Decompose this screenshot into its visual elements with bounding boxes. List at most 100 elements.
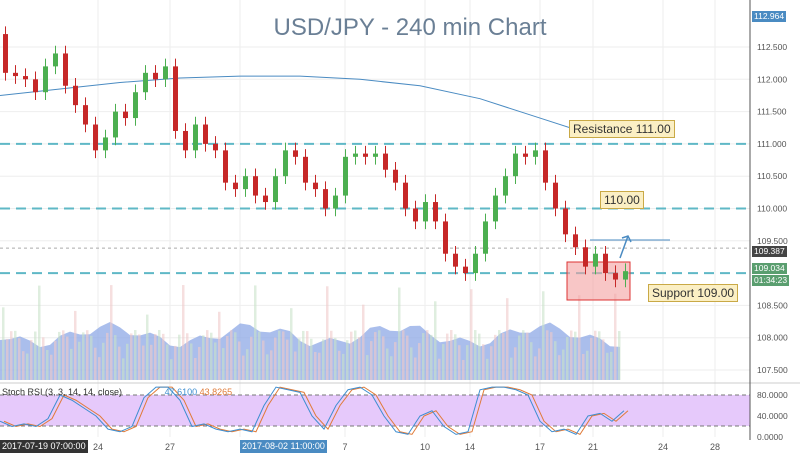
volume-bar [490, 346, 493, 380]
volume-bar [446, 333, 449, 380]
candle [363, 153, 368, 157]
volume-bar [50, 354, 53, 380]
volume-bar [198, 346, 201, 380]
volume-bar [202, 335, 205, 380]
volume-bar [290, 308, 293, 380]
indicator-legend[interactable]: Stoch RSI (3, 3, 14, 14, close) 47.6100 … [2, 387, 232, 397]
volume-bar [170, 359, 173, 380]
candle [173, 66, 178, 131]
volume-bar [250, 336, 253, 380]
candle [23, 76, 28, 80]
moving-average-line [0, 75, 601, 138]
candle [453, 253, 458, 267]
volume-bar [114, 335, 117, 380]
volume-bar [478, 333, 481, 380]
candle [493, 195, 498, 222]
candle [383, 153, 388, 170]
volume-bar [386, 348, 389, 380]
volume-bar [110, 285, 113, 380]
volume-bar [502, 333, 505, 380]
volume-bar [562, 349, 565, 380]
chart-title: USD/JPY - 240 min Chart [273, 14, 547, 41]
volume-bar [318, 352, 321, 380]
volume-bar [142, 345, 145, 380]
volume-bar [194, 357, 197, 380]
volume-bar [246, 349, 249, 380]
volume-bar [122, 358, 125, 380]
volume-bar [594, 330, 597, 380]
y-tick-label: 112.500 [757, 42, 787, 52]
candle [153, 72, 158, 80]
volume-bar [534, 356, 537, 380]
x-tick-label: 17 [535, 442, 545, 452]
support-label[interactable]: Support 109.00 [648, 284, 739, 302]
level-110-label[interactable]: 110.00 [600, 191, 644, 209]
volume-bar [598, 331, 601, 380]
volume-bar [226, 336, 229, 380]
candle [193, 124, 198, 151]
volume-bar [418, 343, 421, 380]
volume-bar [286, 339, 289, 380]
candle [423, 202, 428, 222]
volume-bar [570, 330, 573, 380]
candle [573, 234, 578, 248]
x-tick-label: 24 [93, 442, 103, 452]
volume-bar [210, 332, 213, 380]
volume-bar [422, 333, 425, 380]
y-tick-label: 112.000 [757, 74, 787, 84]
candle [473, 253, 478, 274]
volume-bar [62, 330, 65, 380]
volume-bar [518, 335, 521, 380]
volume-bar [586, 350, 589, 380]
y-tick-label: 107.500 [757, 365, 788, 375]
volume-bar [230, 330, 233, 380]
volume-bar [338, 350, 341, 380]
volume-bar [134, 330, 137, 380]
volume-bar [150, 344, 153, 380]
y-tick-label: 110.500 [757, 171, 787, 181]
volume-bar [310, 338, 313, 380]
volume-bar [382, 336, 385, 380]
volume-bar [154, 334, 157, 380]
volume-bar [394, 342, 397, 380]
resistance-label[interactable]: Resistance 111.00 [569, 120, 675, 138]
volume-bar [98, 357, 101, 380]
volume-bar [510, 357, 513, 380]
volume-bar [78, 341, 81, 380]
volume-bar [222, 348, 225, 380]
volume-bar [602, 339, 605, 380]
volume-bar [34, 331, 37, 380]
volume-bar [618, 331, 621, 380]
volume-bar [406, 335, 409, 380]
volume-bar [190, 343, 193, 380]
volume-bar [302, 330, 305, 380]
candle [433, 202, 438, 222]
crosshair-price-tag: 109.387 [752, 246, 787, 257]
d-value: 43.8265 [199, 387, 233, 397]
volume-bar [470, 289, 473, 380]
volume-bar [266, 354, 269, 380]
volume-bar [46, 350, 49, 380]
candle [103, 137, 108, 151]
volume-bar [54, 340, 57, 380]
candle [353, 153, 358, 157]
volume-bar [314, 351, 317, 380]
candle [563, 208, 568, 235]
y-tick-label: 111.500 [757, 107, 787, 117]
volume-bar [278, 330, 281, 380]
candle [313, 182, 318, 190]
y-tick-label: 110.000 [757, 204, 787, 214]
volume-bar [162, 333, 165, 380]
stoch-tick-label: 40.0000 [757, 411, 788, 421]
volume-bar [294, 351, 297, 380]
candle [273, 176, 278, 203]
candle [393, 169, 398, 183]
volume-bar [410, 347, 413, 380]
candle [343, 156, 348, 196]
stoch-k-line [0, 386, 625, 436]
candle [123, 111, 128, 119]
volume-bar [322, 339, 325, 380]
candle [603, 253, 608, 274]
last-price-tag: 109.034 [752, 263, 787, 274]
